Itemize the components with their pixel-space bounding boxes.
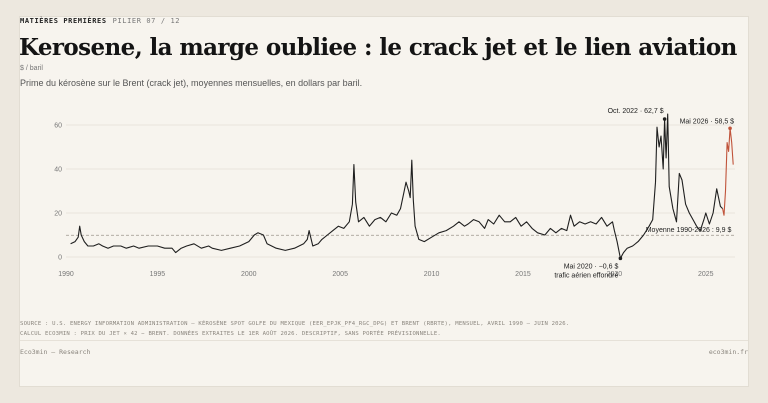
y-tick-label-40: 40: [54, 167, 62, 174]
x-tick-label-2005: 2005: [332, 271, 348, 278]
unit-label: $ / baril: [20, 65, 43, 72]
x-tick-label-1995: 1995: [150, 271, 166, 278]
x-tick-label-2025: 2025: [698, 271, 714, 278]
source-note: SOURCE : U.S. ENERGY INFORMATION ADMINIS…: [20, 319, 569, 339]
peak-2022-marker: [662, 117, 667, 121]
x-tick-label-2010: 2010: [424, 271, 440, 278]
latest-2026-marker: [728, 126, 732, 131]
latest-2026-label: Mai 2026 · 58,5 $: [680, 118, 735, 125]
chart-subtitle: Prime du kérosène sur le Brent (crack je…: [20, 78, 363, 88]
kerosene-crack-line: [70, 113, 723, 259]
section-label: MATIÈRES PREMIÈRES: [20, 17, 107, 25]
brand-label: Eco3min — Research: [20, 348, 91, 356]
low-2020-marker: [618, 256, 623, 261]
low-2020-label: Mai 2020 · −0,6 $: [564, 263, 619, 270]
x-tick-label-2015: 2015: [515, 271, 531, 278]
chart-title: Kerosene, la marge oubliee : le crack je…: [19, 34, 737, 61]
footer-divider: [20, 340, 748, 341]
chart-card: [19, 16, 749, 387]
x-tick-label-1990: 1990: [58, 271, 74, 278]
source-line-1: SOURCE : U.S. ENERGY INFORMATION ADMINIS…: [20, 321, 570, 327]
low-2020-sublabel: trafic aérien effondré: [554, 272, 618, 279]
pillar-label: PILIER 07 / 12: [112, 17, 181, 25]
x-tick-label-2020: 2020: [607, 271, 623, 278]
recent-highlight-line: [722, 127, 734, 216]
peak-2022-label: Oct. 2022 · 62,7 $: [608, 108, 664, 115]
y-tick-label-0: 0: [58, 255, 62, 262]
source-line-2: CALCUL ECO3MIN : PRIX DU JET × 42 − BREN…: [20, 331, 441, 337]
x-tick-label-2000: 2000: [241, 271, 257, 278]
average-label: Moyenne 1990-2026 : 9,9 $: [646, 227, 732, 234]
site-link[interactable]: eco3min.fr: [708, 348, 748, 356]
y-tick-label-60: 60: [54, 123, 62, 130]
kicker: MATIÈRES PREMIÈRES PILIER 07 / 12: [20, 17, 180, 25]
y-tick-label-20: 20: [54, 211, 62, 218]
